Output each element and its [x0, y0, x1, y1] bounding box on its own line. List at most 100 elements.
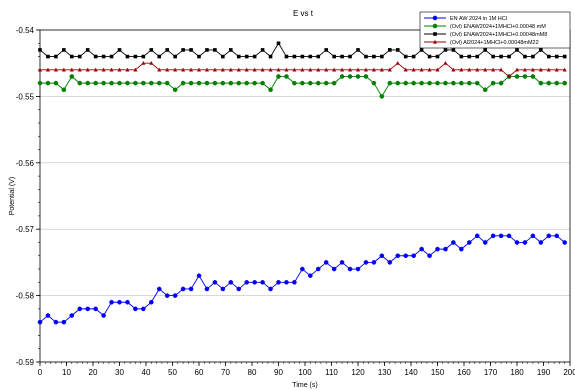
data-point — [315, 80, 321, 86]
data-point — [339, 74, 345, 79]
chart-title: E vs t — [293, 9, 314, 18]
data-point — [411, 54, 416, 59]
series-0 — [37, 233, 568, 325]
data-point — [515, 67, 519, 72]
data-point — [379, 253, 385, 259]
data-point — [236, 67, 241, 72]
data-point — [69, 74, 75, 79]
data-point — [93, 80, 98, 86]
y-tick-label: -0.54 — [16, 26, 35, 35]
data-point — [347, 266, 353, 272]
data-point — [363, 74, 369, 79]
data-point — [300, 67, 305, 72]
data-point — [379, 67, 384, 72]
data-point — [276, 67, 281, 72]
data-point — [467, 54, 472, 59]
data-point — [101, 313, 106, 318]
data-point — [435, 80, 440, 86]
data-point — [300, 54, 305, 59]
x-tick-label: 90 — [274, 368, 283, 377]
data-point — [244, 80, 249, 86]
data-point — [340, 67, 345, 72]
data-point — [197, 54, 201, 59]
data-point — [213, 48, 217, 52]
data-point — [54, 54, 58, 59]
data-point — [491, 54, 495, 59]
data-point — [379, 94, 385, 99]
data-point — [220, 286, 226, 292]
data-point — [514, 240, 520, 245]
data-point — [117, 67, 122, 72]
data-point — [387, 260, 393, 265]
data-point — [236, 286, 242, 292]
data-point — [482, 240, 488, 245]
data-point — [308, 54, 313, 59]
data-point — [172, 293, 178, 298]
data-point — [197, 67, 201, 72]
data-point — [432, 15, 438, 21]
x-tick-label: 40 — [142, 368, 151, 377]
data-point — [180, 80, 186, 86]
data-point — [165, 67, 170, 72]
data-point — [427, 67, 432, 72]
x-tick-label: 200 — [563, 368, 575, 377]
data-point — [514, 74, 520, 79]
data-point — [188, 80, 194, 86]
data-point — [562, 67, 567, 72]
data-point — [411, 80, 416, 86]
data-point — [363, 67, 368, 72]
data-point — [109, 80, 114, 86]
data-point — [507, 74, 512, 79]
data-point — [204, 80, 210, 86]
data-point — [125, 80, 130, 86]
data-point — [435, 67, 440, 72]
data-point — [117, 48, 122, 52]
data-point — [443, 246, 448, 252]
data-point — [244, 280, 249, 285]
data-point — [483, 48, 487, 52]
data-point — [371, 67, 376, 72]
x-axis-ticks: 0 10 20 30 40 50 60 70 80 90 100 110 120 130 140 150 160… — [38, 362, 575, 377]
data-point — [433, 39, 437, 44]
data-point — [85, 48, 90, 52]
data-point — [268, 67, 273, 72]
data-point — [546, 80, 552, 86]
x-tick-label: 170 — [484, 368, 498, 377]
data-point — [221, 54, 225, 59]
x-tick-label: 100 — [298, 368, 312, 377]
data-point — [459, 54, 464, 59]
data-point — [212, 280, 218, 285]
series-2 — [38, 41, 567, 59]
x-tick-label: 70 — [221, 368, 230, 377]
data-point — [252, 80, 257, 86]
data-point — [292, 67, 297, 72]
x-tick-label: 110 — [325, 368, 338, 377]
data-point — [554, 80, 560, 86]
data-point — [268, 87, 273, 93]
x-tick-label: 130 — [378, 368, 392, 377]
data-point — [205, 48, 209, 52]
data-point — [260, 80, 265, 86]
data-point — [323, 260, 329, 265]
data-point — [165, 48, 169, 52]
data-point — [538, 240, 544, 245]
data-point — [316, 67, 321, 72]
data-point — [77, 67, 82, 72]
data-point — [467, 67, 472, 72]
data-point — [125, 299, 130, 305]
x-tick-label: 60 — [195, 368, 204, 377]
data-point — [45, 67, 50, 72]
data-point — [228, 80, 234, 86]
data-point — [260, 67, 265, 72]
y-tick-label: -0.59 — [16, 358, 35, 367]
data-point — [85, 80, 90, 86]
data-point — [499, 67, 504, 72]
x-tick-label: 10 — [62, 368, 71, 377]
data-point — [451, 80, 456, 86]
data-point — [220, 67, 225, 72]
data-point — [276, 41, 281, 46]
data-point — [474, 233, 480, 239]
data-point — [141, 61, 146, 65]
data-point — [284, 280, 289, 285]
data-point — [380, 54, 384, 59]
